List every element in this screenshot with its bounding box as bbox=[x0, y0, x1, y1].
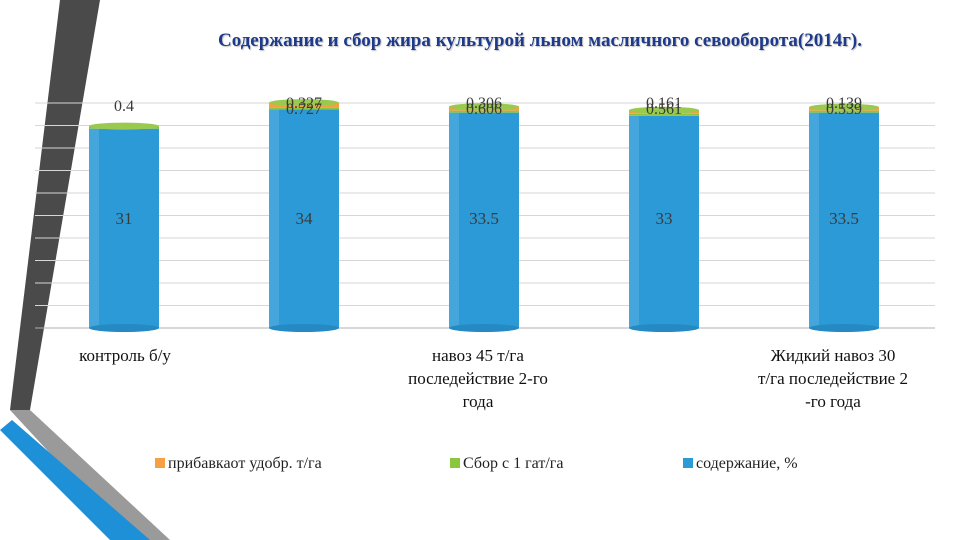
bar-base-2 bbox=[449, 324, 519, 332]
bar-top-0 bbox=[89, 122, 159, 130]
label-sbor-1: 0.327 bbox=[286, 95, 322, 112]
category-label-2: последействие 2-го bbox=[408, 369, 548, 388]
bar-shade-4 bbox=[809, 112, 819, 329]
bar-sbor-3 bbox=[629, 113, 699, 116]
bar-sbor-4 bbox=[809, 110, 879, 113]
bar-sbor-1 bbox=[269, 107, 339, 110]
legend: прибавкаот удобр. т/га Сбор с 1 гат/га сод… bbox=[155, 455, 798, 472]
label-content-3: 33 bbox=[656, 209, 673, 228]
category-label-0: контроль б/у bbox=[79, 346, 171, 365]
legend-swatch-0 bbox=[155, 458, 165, 468]
label-sbor-4: 0.139 bbox=[826, 95, 862, 112]
bar-content-3 bbox=[629, 115, 699, 328]
category-label-2: навоз 45 т/га bbox=[432, 346, 524, 365]
bar-base-4 bbox=[809, 324, 879, 332]
legend-label-0: прибавкаот удобр. т/га bbox=[168, 455, 322, 472]
bar-base-0 bbox=[89, 324, 159, 332]
label-content-2: 33.5 bbox=[469, 209, 499, 228]
bar-sbor-2 bbox=[449, 110, 519, 113]
bar-content-0 bbox=[89, 128, 159, 328]
category-label-4: -го года bbox=[805, 392, 861, 411]
legend-label-1: Сбор с 1 гат/га bbox=[463, 455, 563, 472]
deco-bottom-wedge-blue bbox=[0, 420, 150, 540]
label-sbor-3: 0.161 bbox=[646, 95, 682, 112]
bar-top-2 bbox=[449, 103, 519, 111]
legend-swatch-2 bbox=[683, 458, 693, 468]
bar-shade-0 bbox=[89, 128, 99, 328]
category-label-4: Жидкий навоз 30 bbox=[771, 346, 896, 365]
bars bbox=[89, 99, 879, 332]
bar-shade-2 bbox=[449, 112, 459, 329]
chart-title: Содержание и сбор жира культурой льном м… bbox=[218, 30, 862, 51]
bar-content-4 bbox=[809, 112, 879, 329]
label-prib-4: 0.539 bbox=[826, 101, 862, 118]
category-label-4: т/га последействие 2 bbox=[758, 369, 908, 388]
deco-bottom-wedge-light bbox=[10, 410, 170, 540]
legend-swatch-1 bbox=[450, 458, 460, 468]
label-content-1: 34 bbox=[296, 209, 314, 228]
bar-shade-3 bbox=[629, 115, 639, 328]
bar-top-4 bbox=[809, 103, 879, 111]
bar-content-1 bbox=[269, 109, 339, 328]
category-label-2: года bbox=[463, 392, 494, 411]
label-prib-1: 0.727 bbox=[286, 101, 322, 118]
label-content-4: 33.5 bbox=[829, 209, 859, 228]
bar-shade-1 bbox=[269, 109, 279, 328]
label-content-0: 31 bbox=[116, 209, 133, 228]
label-sbor-0: 0.4 bbox=[114, 98, 134, 115]
bar-base-3 bbox=[629, 324, 699, 332]
legend-label-2: содержание, % bbox=[696, 455, 798, 472]
label-prib-2: 0.606 bbox=[466, 101, 502, 118]
category-labels: контроль б/у навоз 45 т/га последействие 2… bbox=[79, 346, 908, 411]
bar-top-1 bbox=[269, 99, 339, 107]
bar-top-3 bbox=[629, 106, 699, 114]
label-sbor-2: 0.306 bbox=[466, 95, 502, 112]
label-prib-3: 0.561 bbox=[646, 101, 682, 118]
data-labels: 310.4340.3270.72733.50.3060.606330.1610.… bbox=[114, 95, 862, 228]
bar-base-1 bbox=[269, 324, 339, 332]
bar-content-2 bbox=[449, 112, 519, 329]
